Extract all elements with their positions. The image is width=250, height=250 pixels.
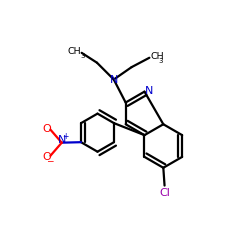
Text: Cl: Cl <box>159 188 170 198</box>
Text: 3: 3 <box>158 58 163 64</box>
Text: N: N <box>58 135 66 145</box>
Text: O: O <box>42 124 51 134</box>
Text: 3: 3 <box>80 53 85 59</box>
Text: N: N <box>110 74 118 85</box>
Text: O: O <box>42 152 51 162</box>
Text: +: + <box>62 132 68 141</box>
Text: CH: CH <box>68 47 81 56</box>
Text: −: − <box>46 157 53 166</box>
Text: CH: CH <box>150 52 164 61</box>
Text: N: N <box>145 86 153 96</box>
